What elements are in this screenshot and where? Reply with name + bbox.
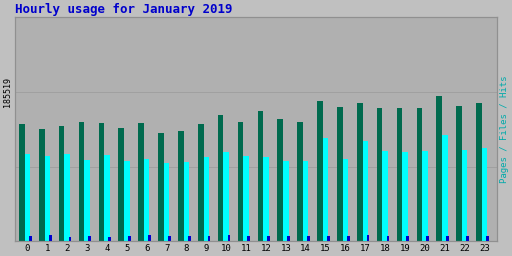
Bar bbox=[287, 236, 290, 241]
Bar bbox=[69, 237, 71, 241]
Bar bbox=[446, 236, 449, 241]
Bar bbox=[397, 108, 402, 241]
Bar bbox=[362, 141, 368, 241]
Bar bbox=[243, 156, 249, 241]
Bar bbox=[223, 152, 229, 241]
Bar bbox=[267, 236, 270, 241]
Bar bbox=[303, 161, 308, 241]
Bar bbox=[327, 236, 330, 241]
Bar bbox=[148, 235, 151, 241]
Bar bbox=[436, 96, 442, 241]
Bar bbox=[45, 156, 50, 241]
Bar bbox=[118, 128, 124, 241]
Bar bbox=[29, 236, 32, 241]
Bar bbox=[25, 154, 30, 241]
Bar bbox=[188, 236, 190, 241]
Bar bbox=[367, 235, 370, 241]
Bar bbox=[466, 236, 469, 241]
Bar bbox=[343, 158, 348, 241]
Bar bbox=[49, 235, 52, 241]
Bar bbox=[84, 160, 90, 241]
Bar bbox=[104, 155, 110, 241]
Bar bbox=[65, 154, 70, 241]
Bar bbox=[263, 157, 269, 241]
Bar bbox=[258, 111, 263, 241]
Text: Hourly usage for January 2019: Hourly usage for January 2019 bbox=[14, 3, 232, 16]
Bar bbox=[178, 131, 184, 241]
Bar bbox=[164, 163, 169, 241]
Bar bbox=[307, 236, 310, 241]
Bar bbox=[198, 124, 204, 241]
Bar bbox=[317, 101, 323, 241]
Bar bbox=[407, 236, 409, 241]
Bar bbox=[486, 236, 488, 241]
Bar bbox=[422, 151, 428, 241]
Bar bbox=[347, 236, 350, 241]
Bar bbox=[227, 235, 230, 241]
Bar bbox=[337, 107, 343, 241]
Bar bbox=[442, 135, 447, 241]
Bar bbox=[387, 236, 389, 241]
Bar bbox=[208, 236, 210, 241]
Bar bbox=[59, 126, 65, 241]
Bar bbox=[323, 138, 328, 241]
Bar bbox=[377, 108, 382, 241]
Bar bbox=[278, 119, 283, 241]
Bar bbox=[89, 236, 91, 241]
Bar bbox=[462, 150, 467, 241]
Bar bbox=[184, 162, 189, 241]
Bar bbox=[357, 102, 362, 241]
Bar bbox=[456, 106, 462, 241]
Bar bbox=[218, 115, 223, 241]
Bar bbox=[204, 157, 209, 241]
Y-axis label: Pages / Files / Hits: Pages / Files / Hits bbox=[500, 76, 509, 183]
Bar bbox=[79, 122, 84, 241]
Bar bbox=[124, 161, 130, 241]
Bar bbox=[158, 133, 164, 241]
Bar bbox=[19, 124, 25, 241]
Bar bbox=[283, 161, 289, 241]
Bar bbox=[297, 122, 303, 241]
Bar bbox=[247, 236, 250, 241]
Bar bbox=[238, 122, 243, 241]
Bar bbox=[39, 129, 45, 241]
Bar bbox=[168, 236, 170, 241]
Bar bbox=[482, 148, 487, 241]
Bar bbox=[128, 236, 131, 241]
Bar bbox=[476, 102, 482, 241]
Bar bbox=[382, 151, 388, 241]
Bar bbox=[426, 236, 429, 241]
Bar bbox=[109, 237, 111, 241]
Bar bbox=[144, 158, 150, 241]
Bar bbox=[99, 123, 104, 241]
Bar bbox=[138, 123, 144, 241]
Bar bbox=[417, 108, 422, 241]
Bar bbox=[402, 152, 408, 241]
